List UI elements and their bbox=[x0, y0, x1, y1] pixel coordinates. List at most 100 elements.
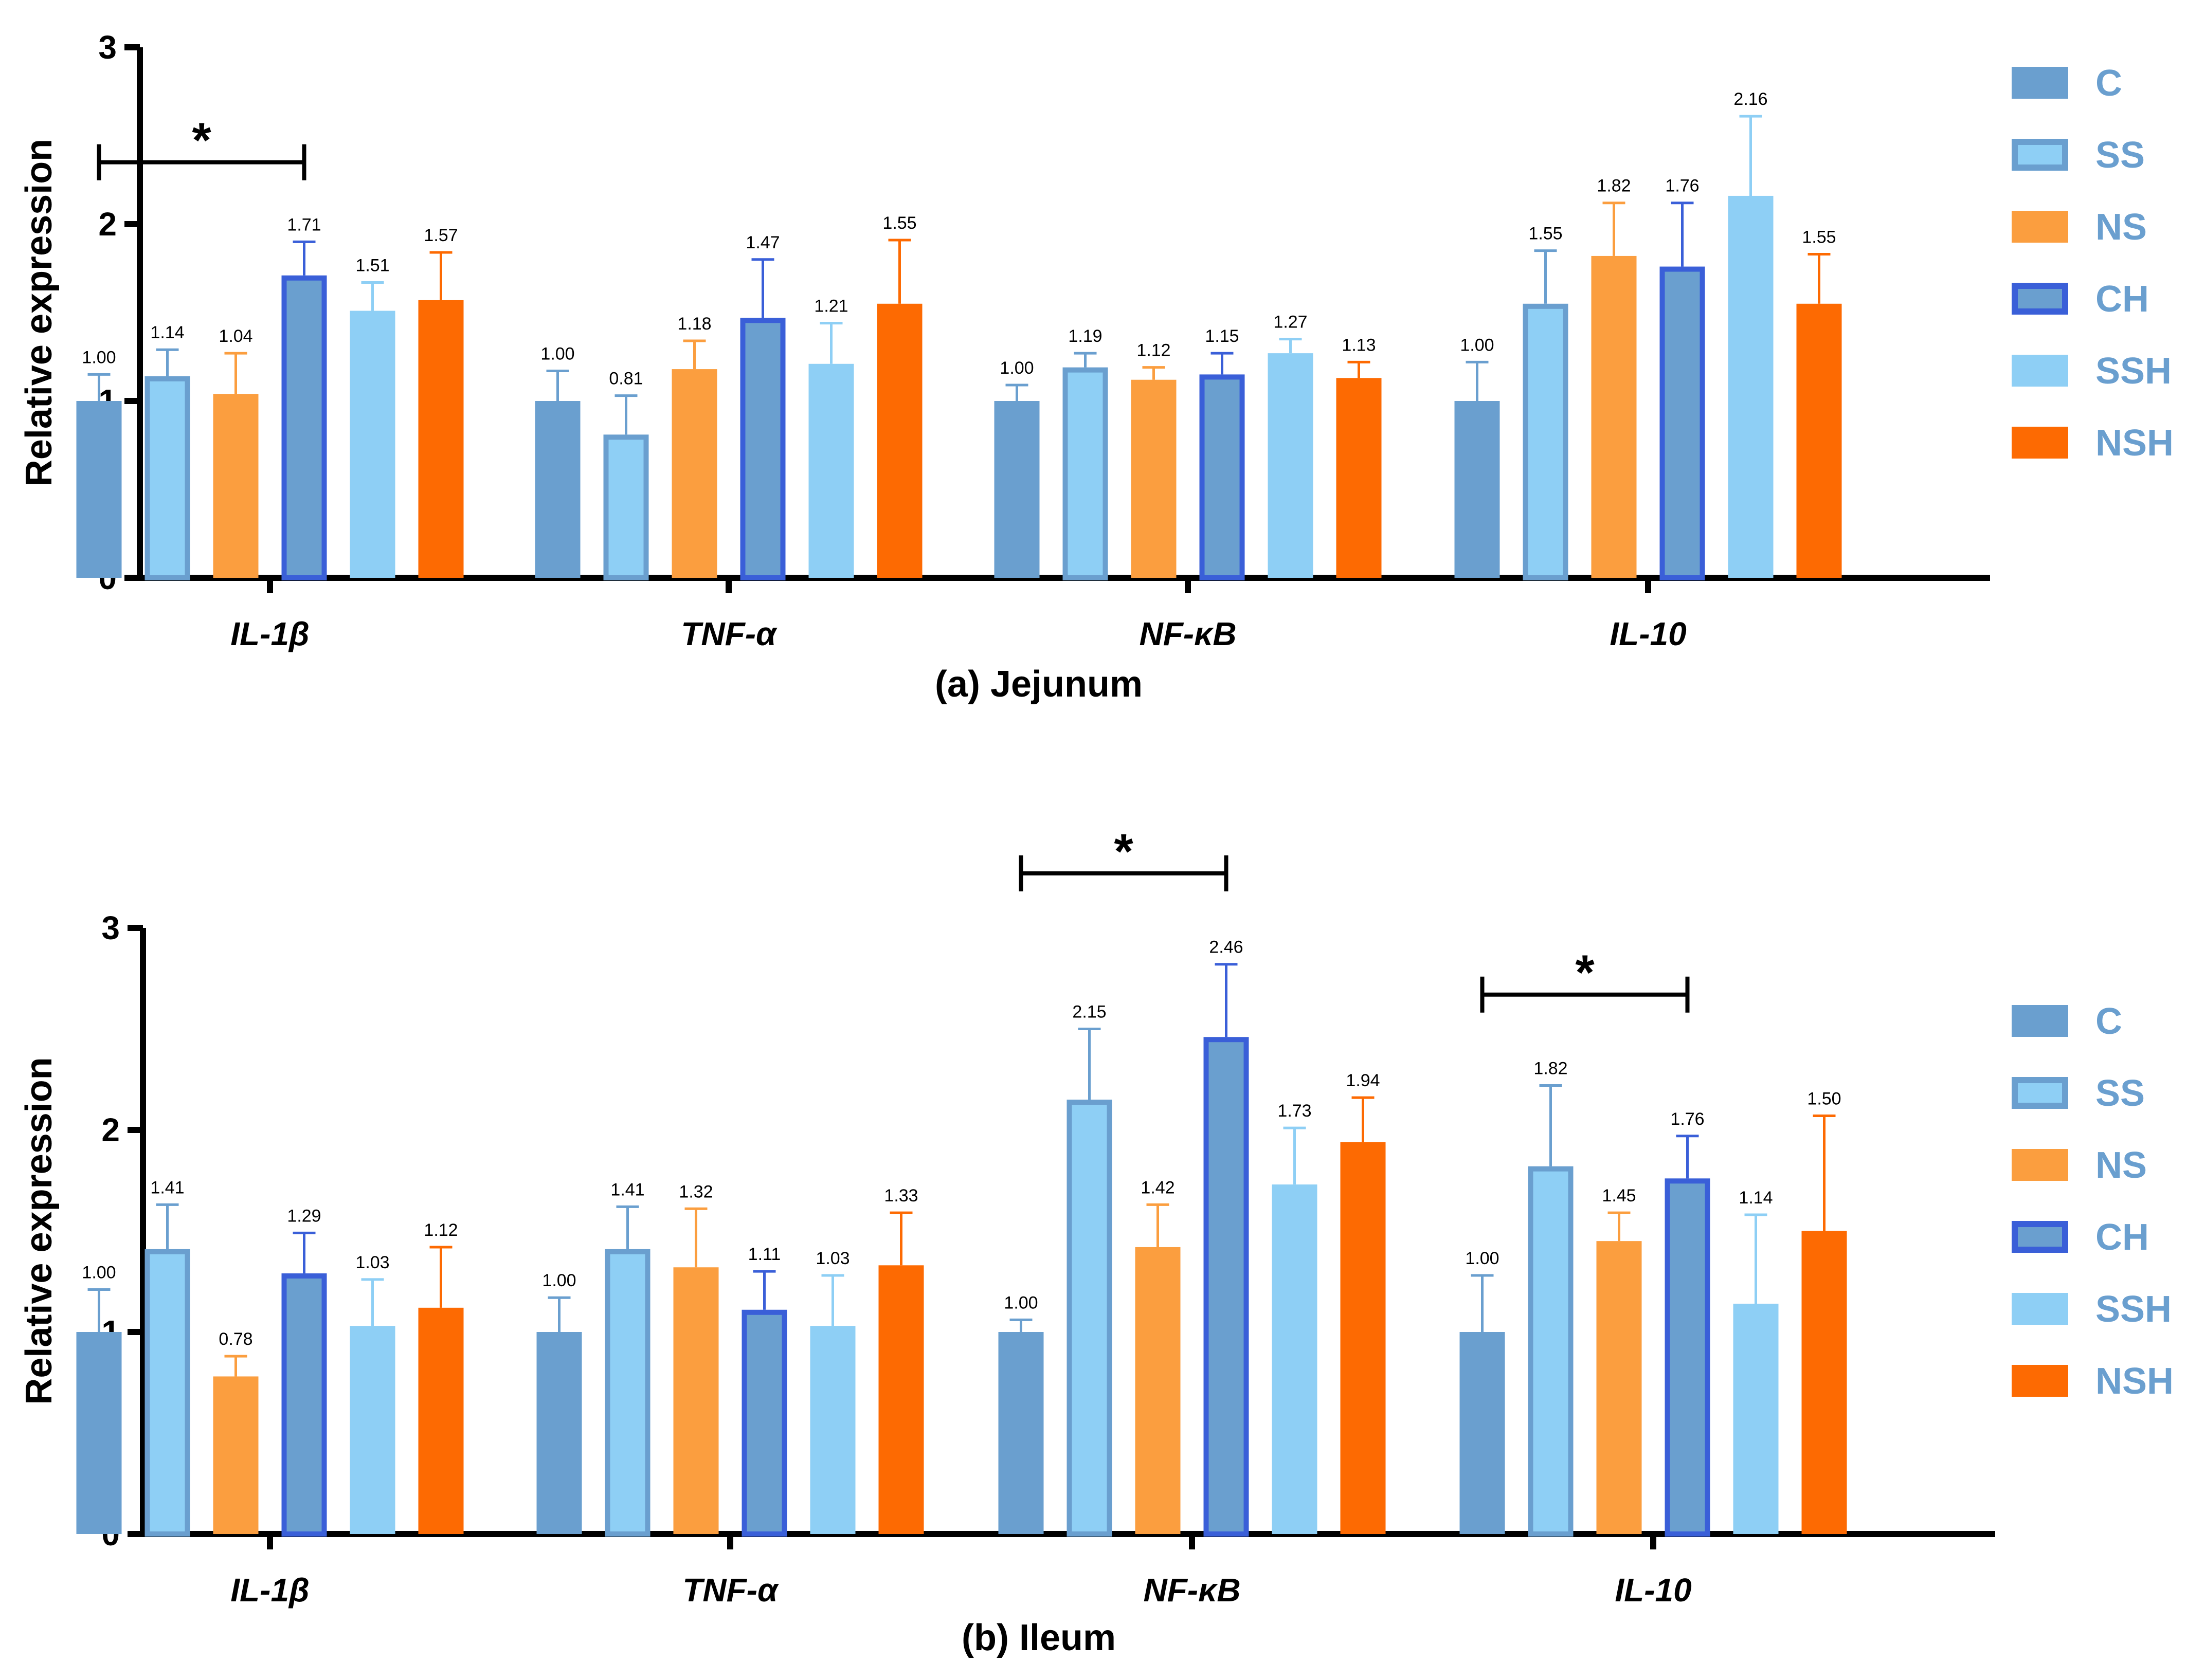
value-label: 1.82 bbox=[1533, 1059, 1567, 1079]
bar-nsh-3: 1.50 bbox=[1801, 1089, 1847, 1534]
value-label: 0.78 bbox=[219, 1329, 252, 1349]
value-label: 1.71 bbox=[287, 215, 321, 234]
bar bbox=[673, 1267, 719, 1534]
legend-swatch bbox=[2012, 1293, 2068, 1325]
bar bbox=[1336, 378, 1382, 578]
value-label: 1.00 bbox=[1000, 358, 1034, 378]
bar-ss-0: 1.41 bbox=[144, 1178, 190, 1537]
bar bbox=[672, 369, 717, 578]
value-label: 1.55 bbox=[882, 213, 916, 233]
bar bbox=[1596, 1241, 1642, 1534]
legend: C SS NS CH SSH NSH bbox=[2012, 63, 2174, 464]
bar-ch-1: 1.11 bbox=[742, 1245, 787, 1537]
bar bbox=[213, 394, 259, 578]
value-label: 1.00 bbox=[82, 1263, 116, 1282]
category-label: IL-10 bbox=[1615, 1572, 1691, 1609]
bar bbox=[536, 1332, 582, 1534]
bar-ns-1: 1.18 bbox=[672, 314, 717, 578]
bar-ch-3: 1.76 bbox=[1659, 176, 1705, 580]
panel-title: (b) Ileum bbox=[962, 1617, 1116, 1658]
value-label: 1.33 bbox=[884, 1186, 918, 1206]
value-label: 1.57 bbox=[424, 226, 458, 245]
value-label: 0.81 bbox=[609, 369, 643, 389]
bar-ssh-0: 1.03 bbox=[350, 1253, 395, 1534]
bar bbox=[1454, 401, 1500, 578]
bar bbox=[1659, 266, 1705, 580]
value-label: 1.41 bbox=[150, 1178, 184, 1197]
bar bbox=[1459, 1332, 1505, 1534]
value-label: 1.51 bbox=[355, 256, 389, 276]
bar-ch-3: 1.76 bbox=[1665, 1109, 1710, 1537]
value-label: 1.18 bbox=[677, 314, 711, 334]
legend-swatch bbox=[2012, 139, 2068, 171]
value-label: 1.12 bbox=[1136, 341, 1170, 360]
bar bbox=[1203, 1037, 1249, 1537]
bar bbox=[605, 1249, 650, 1537]
bar-nsh-2: 1.94 bbox=[1340, 1071, 1386, 1534]
bar bbox=[535, 401, 581, 578]
value-label: 1.73 bbox=[1277, 1101, 1311, 1121]
value-label: 1.03 bbox=[816, 1249, 850, 1268]
category-label: NF-κB bbox=[1139, 615, 1236, 652]
bar-ch-2: 1.15 bbox=[1199, 326, 1245, 581]
panel-title: (a) Jejunum bbox=[935, 664, 1143, 705]
value-label: 1.82 bbox=[1597, 176, 1631, 196]
value-label: 1.00 bbox=[1004, 1293, 1038, 1312]
bar bbox=[1733, 1303, 1779, 1534]
bar-ns-2: 1.42 bbox=[1135, 1178, 1181, 1534]
value-label: 1.21 bbox=[814, 297, 848, 316]
value-label: 1.29 bbox=[287, 1206, 321, 1226]
legend-item-c: C bbox=[2012, 63, 2122, 104]
legend-swatch bbox=[2012, 1005, 2068, 1037]
legend-item-ss: SS bbox=[2012, 1073, 2145, 1114]
bar bbox=[418, 1307, 464, 1534]
bar bbox=[281, 275, 327, 580]
bar-c-2: 1.00 bbox=[998, 1293, 1044, 1534]
bar-ssh-1: 1.03 bbox=[810, 1249, 856, 1534]
bar-ch-0: 1.29 bbox=[281, 1206, 327, 1537]
bar bbox=[1135, 1247, 1181, 1534]
value-label: 1.13 bbox=[1342, 335, 1376, 355]
significance-star: * bbox=[1114, 824, 1133, 879]
bar-ch-1: 1.47 bbox=[740, 233, 786, 580]
bar-nsh-3: 1.55 bbox=[1796, 227, 1842, 578]
bar bbox=[1340, 1142, 1386, 1534]
value-label: 1.32 bbox=[679, 1182, 713, 1201]
value-label: 1.45 bbox=[1602, 1186, 1636, 1206]
legend-label: NSH bbox=[2095, 1361, 2174, 1402]
legend-item-ns: NS bbox=[2012, 207, 2147, 248]
category-label: IL-10 bbox=[1610, 615, 1686, 652]
bar-ss-2: 2.15 bbox=[1067, 1002, 1112, 1537]
legend-label: CH bbox=[2095, 279, 2149, 320]
legend-swatch bbox=[2012, 283, 2068, 315]
value-label: 1.27 bbox=[1273, 313, 1307, 332]
bar bbox=[808, 363, 854, 578]
legend-item-ssh: SSH bbox=[2012, 1289, 2172, 1330]
value-label: 1.50 bbox=[1807, 1089, 1841, 1108]
bar bbox=[878, 1265, 924, 1534]
legend-item-ch: CH bbox=[2012, 1217, 2149, 1258]
bar-ss-1: 1.41 bbox=[605, 1180, 650, 1537]
y-tick-label: 3 bbox=[101, 909, 120, 946]
bar-nsh-2: 1.13 bbox=[1336, 335, 1382, 578]
bar bbox=[994, 401, 1040, 578]
bar bbox=[603, 434, 649, 580]
value-label: 1.14 bbox=[150, 323, 184, 342]
category-label: TNF-α bbox=[682, 1572, 779, 1609]
legend-item-nsh: NSH bbox=[2012, 1361, 2174, 1402]
bar-c-2: 1.00 bbox=[994, 358, 1040, 578]
bar-ns-3: 1.45 bbox=[1596, 1186, 1642, 1534]
bar bbox=[740, 318, 786, 580]
value-label: 1.94 bbox=[1346, 1071, 1380, 1090]
legend: C SS NS CH SSH NSH bbox=[2012, 1001, 2174, 1402]
value-label: 1.42 bbox=[1141, 1178, 1174, 1197]
legend-swatch bbox=[2012, 1077, 2068, 1109]
bar-ns-0: 0.78 bbox=[213, 1329, 259, 1534]
value-label: 1.55 bbox=[1802, 227, 1836, 247]
bar-ns-1: 1.32 bbox=[673, 1182, 719, 1534]
value-label: 2.15 bbox=[1072, 1002, 1106, 1022]
legend-label: NS bbox=[2095, 1145, 2147, 1186]
legend-label: SS bbox=[2095, 135, 2145, 176]
bar-nsh-1: 1.33 bbox=[878, 1186, 924, 1534]
bar-c-3: 1.00 bbox=[1454, 335, 1500, 578]
